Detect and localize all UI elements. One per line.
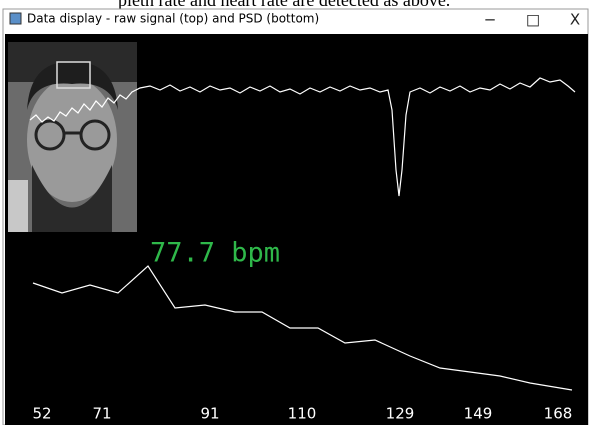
raw-signal-line: [29, 77, 576, 197]
x-label: 52: [32, 405, 51, 423]
window-icon: [9, 12, 22, 25]
x-axis-labels: 52 71 91 110 129 149 168: [32, 405, 572, 423]
close-button[interactable]: X: [570, 11, 580, 29]
window-title: Data display - raw signal (top) and PSD …: [27, 12, 319, 26]
minimize-button[interactable]: −: [484, 11, 497, 29]
x-label: 71: [92, 405, 111, 423]
document-text: pleth rate and heart rate are detected a…: [118, 0, 450, 10]
psd-line: [32, 265, 573, 391]
maximize-button[interactable]: □: [526, 11, 540, 29]
x-label: 129: [386, 405, 415, 423]
roi-box: [56, 61, 91, 89]
bpm-label: 77.7 bpm: [150, 238, 280, 269]
x-label: 149: [464, 405, 493, 423]
camera-image: [8, 42, 137, 232]
x-label: 168: [544, 405, 573, 423]
x-label: 91: [200, 405, 219, 423]
x-label: 110: [288, 405, 317, 423]
